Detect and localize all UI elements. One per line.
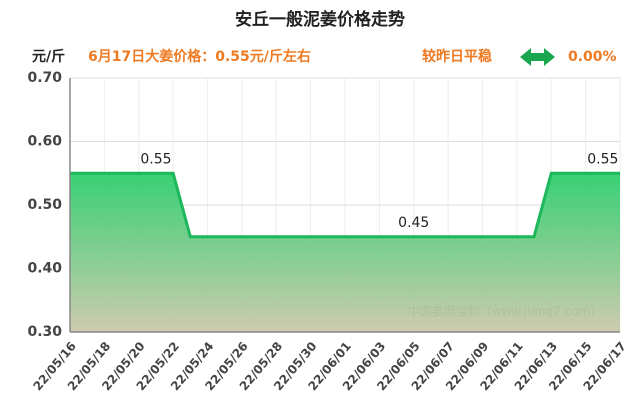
line: [70, 171, 620, 239]
y-tick-label: 0.30: [27, 324, 62, 340]
data-label: 0.45: [398, 215, 429, 231]
y-tick-label: 0.60: [27, 134, 62, 150]
area-fill: [70, 173, 620, 332]
flat-arrow-icon: [520, 48, 555, 66]
y-tick-label: 0.70: [27, 70, 62, 86]
data-label: 0.55: [587, 151, 618, 167]
y-tick-label: 0.50: [27, 197, 62, 213]
y-axis-label: 元/斤: [32, 48, 65, 65]
change: 0.00%: [568, 49, 617, 65]
comparison-label: 较昨日平稳: [422, 48, 492, 65]
chart-title: 安丘一般泥姜价格走势: [235, 9, 405, 30]
subtitle: 6月17日大姜价格：0.55元/斤左右: [88, 48, 311, 65]
data-label: 0.55: [140, 151, 171, 167]
y-tick-label: 0.40: [27, 261, 62, 277]
